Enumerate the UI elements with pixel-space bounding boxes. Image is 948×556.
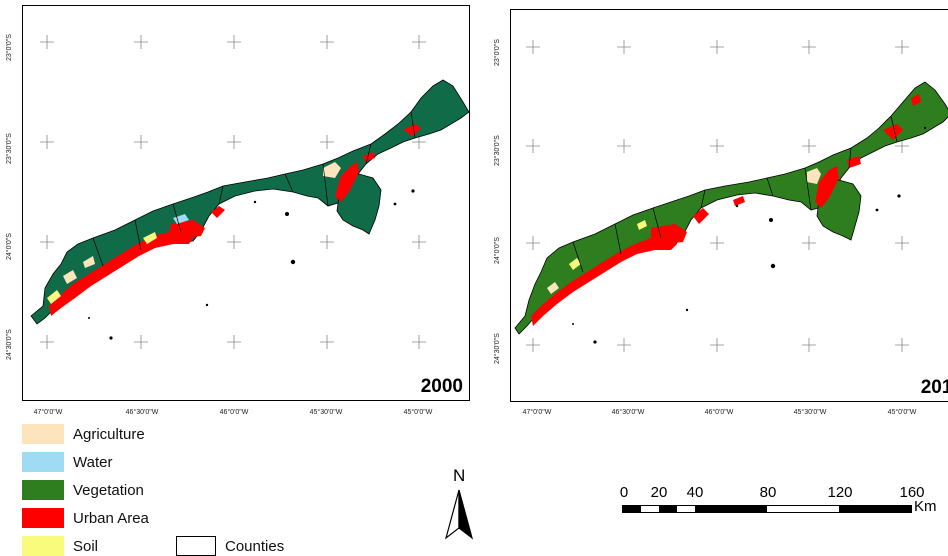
map-panel-2000: 2000 [22,5,470,401]
vegetation-swatch [22,480,64,500]
county-borders [92,111,416,267]
legend-label: Counties [225,537,285,555]
scale-label: 40 [686,484,704,501]
scale-unit: Km [914,498,937,515]
lat-label: 24°30'0"S [494,333,501,364]
urban-strip [531,238,677,326]
mainland-vegetation [30,79,469,325]
lon-label: 45°0'0"W [887,409,917,416]
legend-label: Water [73,453,113,471]
lat-label: 24°30'0"S [6,329,13,360]
legend-item-water: Water [22,452,112,472]
urban-strip [49,232,193,316]
north-arrow-label: N [453,466,466,485]
legend-label: Vegetation [73,481,144,499]
lat-label: 23°0'0"S [6,34,13,61]
water-patches [173,214,189,224]
water-swatch [22,452,64,472]
map-canvas-2000 [30,35,469,349]
lat-label: 23°30'0"S [494,135,501,166]
lon-label: 45°30'0"W [309,409,343,416]
legend-item-urban-area: Urban Area [22,508,149,528]
mainland-vegetation [514,81,948,335]
soil-patches [47,232,157,304]
legend-label: Agriculture [73,425,145,443]
urban-area-swatch [22,508,64,528]
legend-item-soil: Soil [22,536,98,556]
lon-label: 46°30'0"W [125,409,159,416]
north-arrow-icon [444,489,474,540]
graticule-crosses [526,40,909,352]
scale-label: 0 [619,484,629,501]
legend-label: Soil [73,537,99,555]
soil-patches [569,220,647,270]
scale-label: 80 [759,484,777,501]
scale-bar: 0 20 40 80 120 160 Km [619,484,948,534]
county-borders [572,115,898,273]
soil-swatch [22,536,64,556]
agriculture-swatch [22,424,64,444]
lat-label: 23°0'0"S [494,39,501,66]
small-islands [572,126,927,344]
map-canvas-2016 [514,40,948,352]
lat-label: 23°30'0"S [6,133,13,164]
scale-label: 120 [827,484,853,501]
lon-label: 46°0'0"W [219,409,249,416]
scale-label: 160 [899,484,925,501]
lon-label: 46°0'0"W [704,409,734,416]
lon-label: 45°30'0"W [793,409,827,416]
lon-label: 46°30'0"W [611,409,645,416]
lat-label: 24°0'0"S [6,233,13,260]
coastline-2000 [30,79,469,340]
lon-label: 45°0'0"W [403,409,433,416]
lon-label: 47°0'0"W [522,409,552,416]
graticule-crosses [40,35,426,349]
legend-item-agriculture: Agriculture [22,424,145,444]
legend-item-counties: Counties [176,536,284,556]
coastline-2016 [514,81,948,344]
lon-label: 47°0'0"W [33,409,63,416]
year-label-2000: 2000 [420,376,463,397]
lat-label: 24°0'0"S [494,237,501,264]
small-islands [88,189,415,340]
counties-swatch [176,536,216,556]
legend-item-vegetation: Vegetation [22,480,144,500]
legend-label: Urban Area [73,509,149,527]
scale-label: 20 [650,484,668,501]
scale-bar-graphic [622,505,912,513]
